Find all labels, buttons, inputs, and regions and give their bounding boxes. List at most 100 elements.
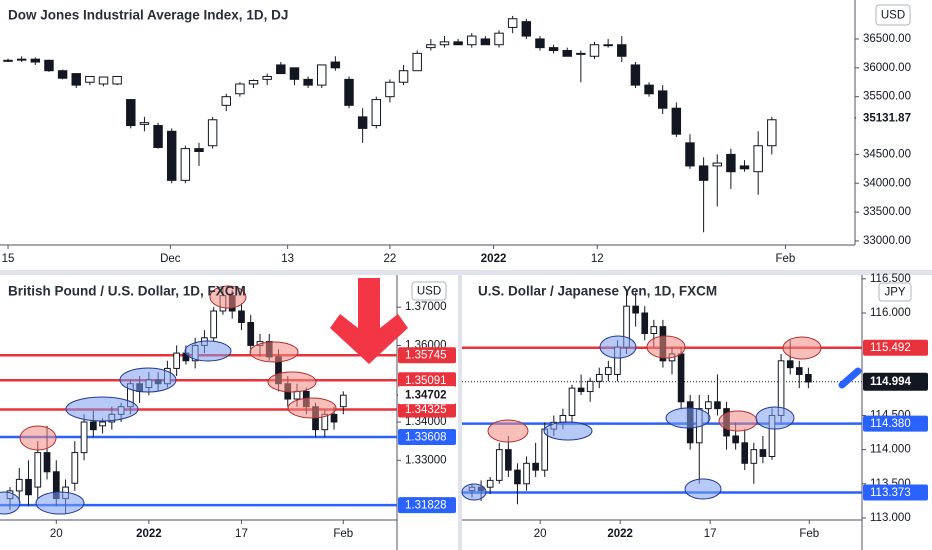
ellipse — [119, 367, 177, 393]
y-tick-label: 35500.00 — [863, 91, 911, 103]
y-tick-label: 34500.00 — [863, 148, 911, 160]
x-tick-label: 2022 — [136, 528, 162, 540]
candle-body — [650, 326, 658, 334]
ellipse — [287, 397, 337, 419]
level-label-box — [398, 372, 456, 389]
y-tick-label: 1.33000 — [405, 454, 447, 466]
candle-body — [705, 401, 712, 410]
ellipse — [0, 491, 21, 515]
currency-label[interactable]: USD — [881, 10, 905, 22]
level-label-box — [398, 347, 456, 364]
currency-badge[interactable] — [878, 282, 912, 302]
y-tick-label: 36500.00 — [863, 33, 911, 45]
candle-body — [371, 99, 382, 127]
candle-body — [25, 478, 32, 496]
ellipse — [646, 335, 686, 359]
candle-body — [486, 479, 494, 488]
last-price-box — [863, 372, 928, 391]
candle-body — [71, 73, 81, 86]
candle-body — [344, 78, 354, 106]
y-tick-label: 33500.00 — [863, 206, 911, 218]
ellipse — [665, 407, 711, 429]
candle-body — [439, 41, 450, 46]
candle-body — [514, 469, 521, 485]
candle-body — [805, 373, 812, 383]
candle-body — [426, 44, 436, 49]
candle-body — [685, 142, 695, 167]
candle-body — [385, 81, 395, 98]
candle-body — [57, 70, 68, 79]
candle-body — [276, 64, 286, 75]
candle-body — [207, 119, 218, 147]
x-tick-label: 12 — [591, 253, 604, 265]
candle-body — [210, 310, 218, 339]
x-tick-label: 20 — [50, 528, 63, 540]
currency-badge[interactable] — [875, 4, 911, 26]
level-label: 1.35745 — [405, 350, 447, 362]
candle-body — [507, 18, 518, 28]
candle-body — [671, 107, 682, 135]
candle-body — [15, 478, 23, 492]
ellipse — [209, 285, 247, 309]
candle-body — [453, 41, 463, 46]
candle-body — [398, 70, 409, 83]
candle-body — [247, 321, 255, 346]
ellipse — [65, 396, 139, 422]
candle-body — [786, 360, 794, 369]
candle-body — [548, 47, 559, 52]
candle-body — [753, 145, 763, 173]
x-tick-label: 13 — [281, 253, 294, 265]
candle-body — [714, 401, 721, 410]
candle-body — [289, 67, 300, 80]
candle-body — [559, 414, 567, 423]
x-tick-label: 20 — [534, 528, 547, 540]
candle-body — [726, 153, 736, 173]
candle-body — [71, 452, 79, 484]
candle-body — [605, 367, 612, 375]
candle-body — [180, 148, 191, 181]
level-label-box — [863, 339, 928, 356]
x-tick-label: Feb — [799, 528, 819, 540]
ellipse — [267, 371, 317, 393]
candle-body — [632, 305, 639, 314]
candle-body — [235, 83, 245, 95]
candle-body — [617, 44, 627, 57]
x-tick-label: 17 — [704, 528, 717, 540]
candle-body — [44, 59, 54, 72]
x-tick-label: Dec — [160, 253, 181, 265]
x-tick-label: 2022 — [481, 253, 507, 265]
candle-body — [521, 21, 532, 37]
candle-body — [317, 64, 327, 86]
ellipse — [35, 491, 85, 515]
candle-body — [293, 390, 301, 400]
level-label-box — [863, 484, 928, 501]
level-label-box — [398, 429, 456, 446]
candle-body — [677, 353, 685, 403]
ellipse — [19, 425, 57, 451]
candle-body — [112, 75, 122, 85]
last-price-label: 35131.87 — [863, 112, 911, 124]
candle-body — [603, 44, 613, 47]
currency-badge[interactable] — [411, 281, 447, 301]
candle-body — [698, 165, 709, 181]
candle-body — [357, 116, 368, 129]
candle-body — [262, 75, 272, 80]
currency-label[interactable]: JPY — [884, 287, 905, 299]
level-label: 114.380 — [870, 418, 911, 430]
down-arrow — [330, 278, 408, 364]
candle-body — [99, 421, 106, 427]
candle-body — [248, 80, 259, 85]
candle-body — [577, 387, 585, 393]
candle-body — [641, 312, 649, 334]
currency-label[interactable]: USD — [417, 286, 441, 298]
ellipse — [184, 340, 232, 362]
y-tick-label: 114.000 — [870, 444, 911, 456]
x-tick-label: 15 — [2, 253, 15, 265]
chart-title: U.S. Dollar / Japanese Yen, 1D, FXCM — [478, 284, 717, 299]
candle-body — [494, 32, 504, 46]
level-label: 1.34325 — [405, 404, 447, 416]
y-tick-label: 113.000 — [870, 512, 911, 524]
ellipse — [543, 421, 593, 441]
ellipse — [599, 335, 637, 359]
